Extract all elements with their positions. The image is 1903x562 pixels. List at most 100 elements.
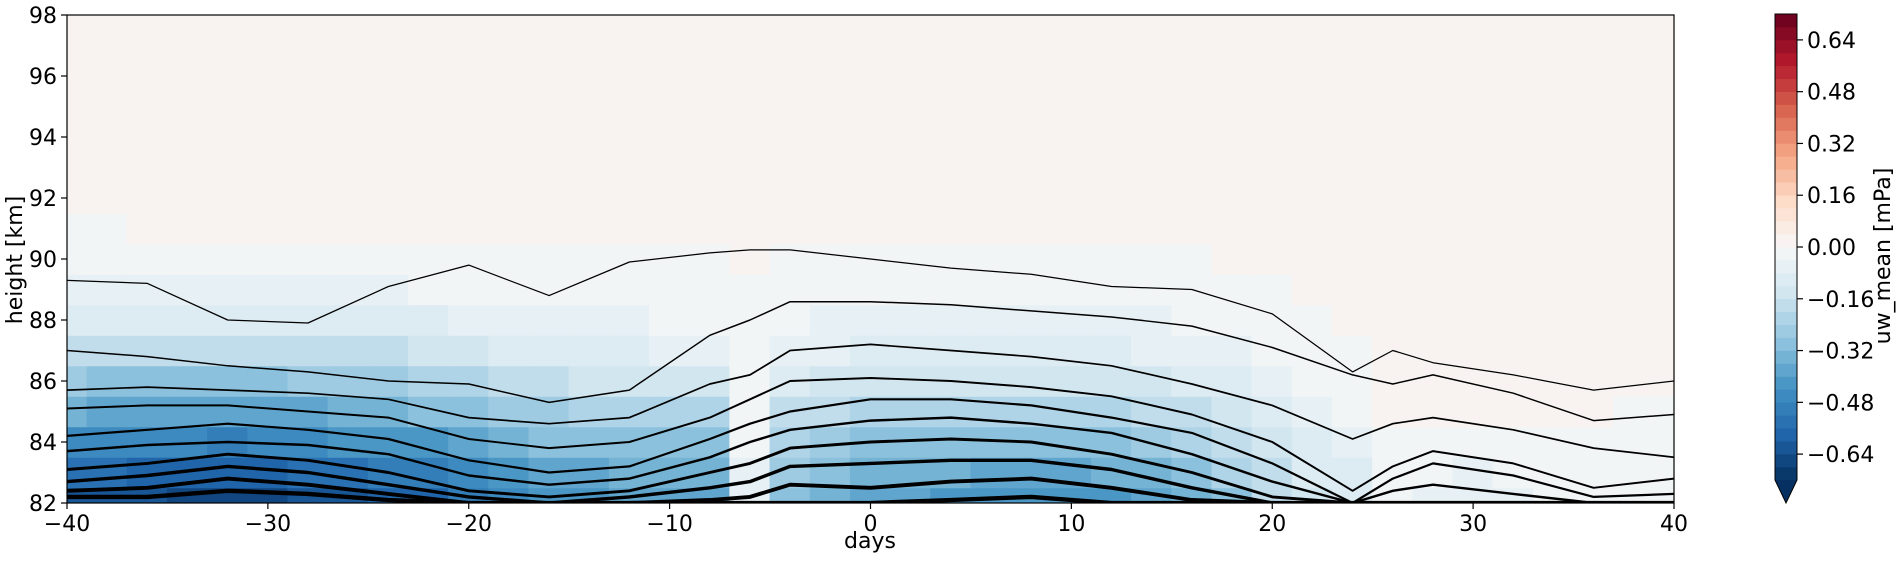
field-cell: [1532, 90, 1575, 123]
field-cell: [166, 60, 209, 92]
field-cell: [1332, 395, 1374, 428]
field-cell: [367, 273, 409, 306]
field-cell: [1251, 273, 1293, 306]
field-cell: [890, 243, 932, 275]
field-cell: [86, 151, 128, 184]
field-cell: [1171, 90, 1213, 123]
field-cell: [849, 334, 892, 367]
field-cell: [608, 29, 651, 62]
field-cell: [166, 15, 209, 31]
field-cell: [1573, 29, 1615, 62]
field-cell: [287, 121, 329, 153]
colorbar-band: [1775, 363, 1797, 377]
field-cell: [327, 365, 369, 397]
field-cell: [1573, 426, 1615, 458]
field-cell: [930, 15, 972, 31]
field-cell: [769, 60, 811, 92]
field-cell: [327, 60, 369, 92]
field-cell: [1211, 15, 1253, 31]
field-cell: [86, 365, 128, 397]
field-cell: [1010, 365, 1052, 397]
y-tick-label: 98: [29, 4, 57, 29]
field-cell: [67, 60, 88, 92]
colorbar-band: [1775, 414, 1797, 429]
field-cell: [207, 151, 249, 184]
field-cell: [1090, 121, 1133, 153]
field-cell: [849, 121, 892, 153]
field-cell: [890, 334, 932, 367]
field-cell: [1412, 90, 1454, 123]
field-cell: [1010, 29, 1052, 62]
field-cell: [1050, 212, 1092, 245]
field-cell: [67, 395, 88, 428]
field-cell: [448, 365, 490, 397]
field-cell: [1372, 29, 1414, 62]
field-cell: [1332, 90, 1374, 123]
field-cell: [849, 151, 892, 184]
field-cell: [849, 304, 892, 336]
field-cell: [528, 426, 570, 458]
field-cell: [849, 90, 892, 123]
field-cell: [86, 121, 128, 153]
field-cell: [649, 182, 691, 214]
field-cell: [488, 273, 530, 306]
field-cell: [448, 29, 490, 62]
contour-line: [67, 300, 1674, 422]
field-cell: [809, 426, 851, 458]
field-cell: [1211, 212, 1253, 245]
field-cell: [1492, 90, 1534, 123]
field-cell: [247, 304, 289, 336]
field-cell: [367, 151, 409, 184]
field-cell: [1613, 182, 1655, 214]
field-cell: [1573, 243, 1615, 275]
field-cell: [568, 212, 610, 245]
colorbar-band: [1775, 65, 1797, 80]
field-cell: [1492, 212, 1534, 245]
field-cell: [970, 243, 1012, 275]
field-cell: [1653, 365, 1674, 397]
field-cell: [367, 121, 409, 153]
x-tick-label: 0: [864, 512, 878, 537]
colorbar-band: [1775, 440, 1797, 455]
field-cell: [327, 273, 369, 306]
field-cell: [1452, 426, 1494, 458]
field-cell: [1573, 121, 1615, 153]
field-cell: [1131, 243, 1173, 275]
field-cell: [1090, 182, 1133, 214]
field-cell: [809, 273, 851, 306]
field-cell: [568, 15, 610, 31]
field-cell: [1332, 182, 1374, 214]
field-cell: [1613, 60, 1655, 92]
field-cell: [1613, 395, 1655, 428]
field-cell: [849, 365, 892, 397]
field-cell: [1412, 365, 1454, 397]
field-cell: [1332, 15, 1374, 31]
field-cell: [890, 90, 932, 123]
field-cell: [1050, 426, 1092, 458]
field-cell: [1452, 212, 1494, 245]
field-cell: [1573, 334, 1615, 367]
field-cell: [247, 60, 289, 92]
field-cell: [1090, 304, 1133, 336]
field-cell: [528, 15, 570, 31]
field-cell: [890, 182, 932, 214]
colorbar-tick-label: −0.16: [1807, 288, 1874, 313]
field-cell: [1613, 304, 1655, 336]
field-cell: [1492, 304, 1534, 336]
field-cell: [1171, 334, 1213, 367]
field-cell: [166, 395, 209, 428]
field-cell: [849, 182, 892, 214]
field-cell: [67, 456, 88, 489]
field-cell: [1291, 212, 1334, 245]
field-cell: [448, 121, 490, 153]
field-cell: [1532, 365, 1575, 397]
field-cell: [689, 304, 731, 336]
field-cell: [1372, 273, 1414, 306]
field-cell: [407, 212, 450, 245]
field-cell: [327, 395, 369, 428]
field-cell: [689, 273, 731, 306]
field-cell: [327, 304, 369, 336]
field-cell: [86, 243, 128, 275]
field-cell: [166, 121, 209, 153]
field-cell: [126, 212, 168, 245]
